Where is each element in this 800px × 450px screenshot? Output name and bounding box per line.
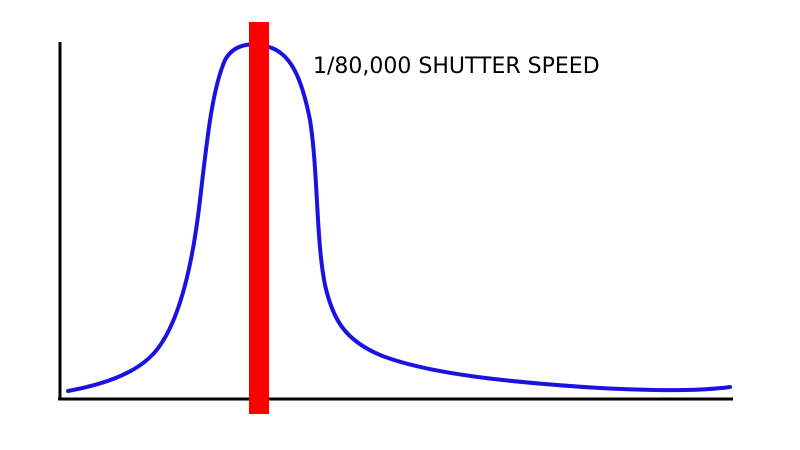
shutter-marker <box>249 22 269 414</box>
distribution-curve <box>66 42 732 393</box>
annotation: 1/80,000 SHUTTER SPEED <box>313 54 600 79</box>
